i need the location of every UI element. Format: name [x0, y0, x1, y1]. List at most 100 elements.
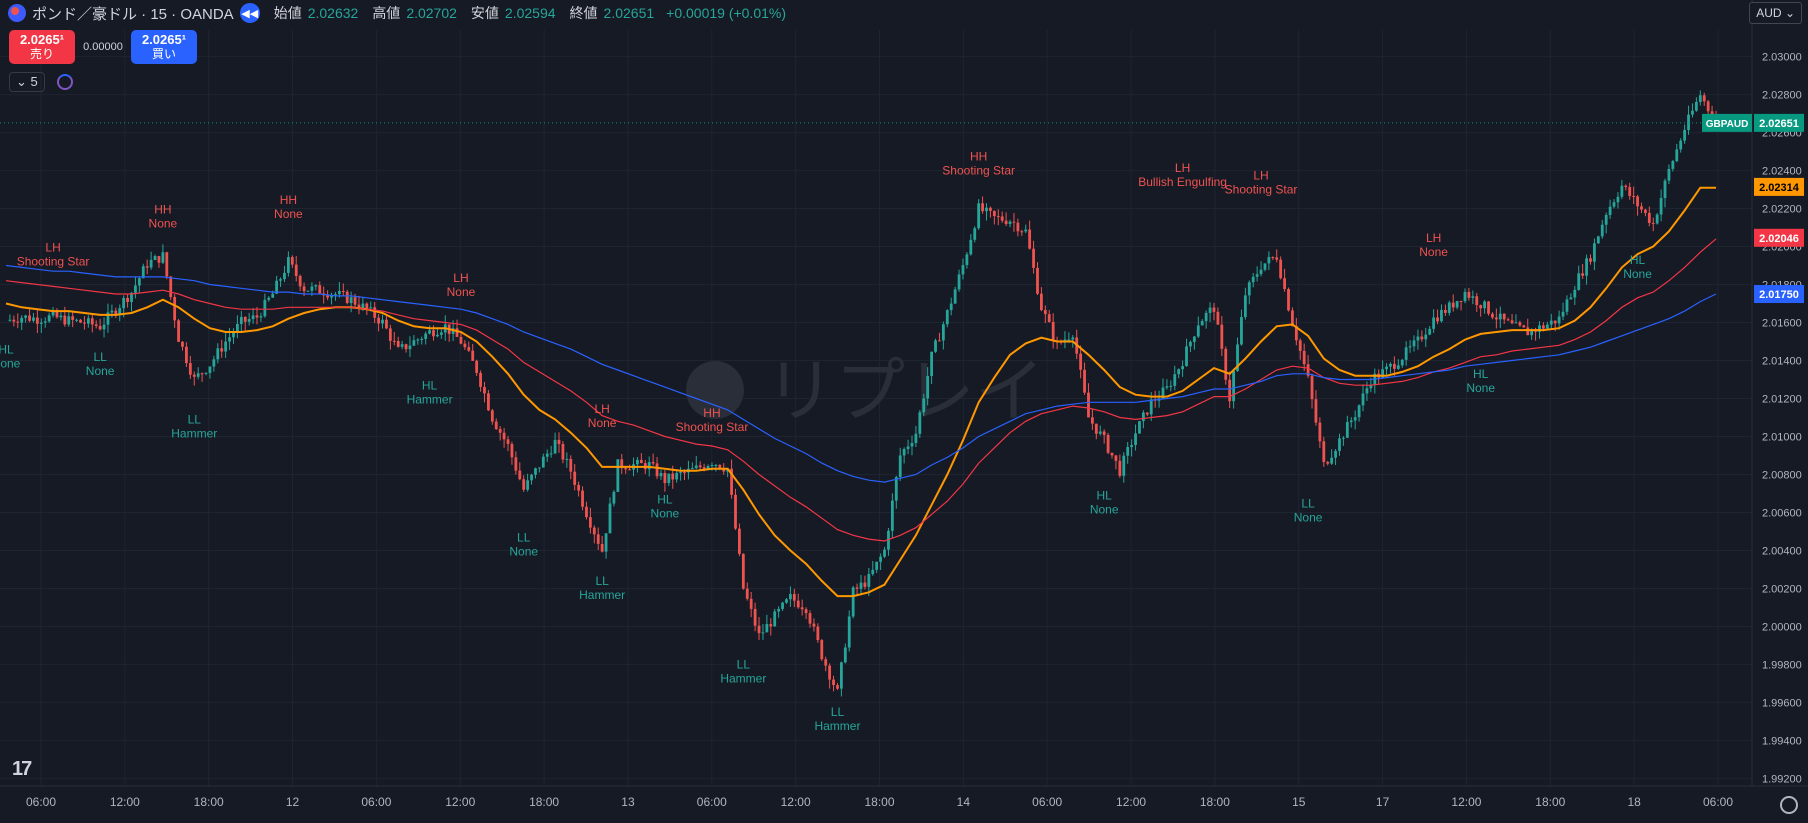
candle-body: [522, 479, 526, 490]
candle-body: [796, 600, 800, 608]
candle-body: [781, 602, 784, 609]
candle-body: [836, 685, 839, 689]
candle-body: [941, 324, 945, 341]
candle-body: [585, 506, 588, 518]
time-tick-label: 12: [286, 795, 300, 809]
candle-body: [490, 410, 494, 422]
candle-body: [659, 472, 663, 477]
candle-body: [843, 647, 847, 663]
pivot-pattern: None: [509, 544, 538, 558]
candle-body: [330, 294, 333, 298]
candle-body: [537, 467, 541, 469]
candle-body: [573, 471, 577, 485]
time-tick-label: 06:00: [361, 795, 391, 809]
candle-body: [710, 464, 714, 467]
candle-body: [177, 320, 180, 342]
candle-body: [808, 613, 812, 624]
pivot-pattern: Shooting Star: [1225, 182, 1298, 196]
price-tick-label: 1.99800: [1762, 659, 1802, 671]
candle-body: [71, 316, 75, 320]
indicator-toggle[interactable]: ⌄ 5: [9, 72, 45, 92]
pivot-type: HL: [1096, 489, 1112, 503]
candle-body: [1240, 317, 1243, 345]
chevron-down-icon: ⌄: [16, 74, 27, 89]
candle-body: [102, 324, 106, 330]
price-tick-label: 2.01400: [1762, 356, 1802, 368]
candle-body: [679, 472, 682, 474]
low-label: 安値: [470, 5, 499, 21]
candle-body: [471, 350, 475, 361]
time-tick-label: 06:00: [26, 795, 56, 809]
candle-body: [1675, 149, 1679, 162]
candle-body: [773, 611, 777, 627]
pivot-type: LH: [453, 271, 468, 285]
buy-button[interactable]: 2.0265¹ 買い: [131, 30, 197, 64]
candle-body: [326, 295, 330, 298]
candle-body: [1334, 450, 1337, 458]
candle-body: [126, 297, 129, 303]
candle-body: [1357, 405, 1361, 418]
pivot-pattern: Shooting Star: [942, 163, 1015, 177]
replay-rewind-icon[interactable]: ◀◀: [239, 3, 260, 23]
candle-body: [698, 465, 702, 468]
symbol-title[interactable]: ポンド／豪ドル · 15 · OANDA: [32, 5, 234, 23]
candle-body: [353, 297, 357, 305]
candle-body: [47, 315, 51, 322]
chevron-down-icon: ⌄: [1784, 6, 1795, 20]
price-tick-label: 2.01200: [1762, 394, 1802, 406]
candle-body: [412, 340, 416, 346]
candle-body: [588, 517, 592, 528]
time-tick-label: 18: [1627, 795, 1641, 809]
candle-body: [890, 500, 894, 531]
candle-body: [541, 456, 545, 468]
candle-body: [306, 290, 310, 292]
candle-body: [1149, 399, 1153, 415]
time-tick-label: 17: [1376, 795, 1390, 809]
pivot-type: HH: [703, 406, 720, 420]
pivot-type: HH: [154, 203, 171, 217]
sell-button[interactable]: 2.0265¹ 売り: [9, 30, 75, 64]
candle-body: [1236, 344, 1239, 371]
time-tick-label: 18:00: [529, 795, 559, 809]
candle-body: [514, 457, 518, 471]
candle-body: [1314, 399, 1318, 423]
candle-body: [1443, 309, 1447, 313]
candle-body: [83, 322, 86, 324]
tradingview-logo-icon[interactable]: 17: [12, 758, 32, 780]
candle-body: [1396, 365, 1400, 369]
price-axis-bg: [1752, 0, 1808, 818]
candle-body: [945, 310, 949, 325]
candle-body: [439, 332, 443, 335]
candle-body: [859, 582, 863, 589]
pivot-type: HL: [1473, 367, 1489, 381]
candle-body: [1310, 375, 1314, 400]
candle-body: [1032, 248, 1035, 268]
settings-icon[interactable]: [1780, 796, 1798, 814]
candle-body: [1185, 346, 1188, 367]
price-tick-label: 1.99600: [1762, 697, 1802, 709]
candle-body: [534, 468, 537, 475]
candle-body: [898, 455, 902, 478]
candle-body: [1212, 307, 1216, 312]
currency-label: AUD: [1756, 6, 1782, 20]
candle-body: [553, 439, 557, 454]
candle-body: [957, 274, 961, 290]
currency-select[interactable]: AUD ⌄: [1749, 2, 1802, 24]
candle-body: [675, 472, 679, 480]
candle-body: [1000, 216, 1004, 221]
candle-body: [12, 319, 16, 322]
candle-body: [161, 252, 165, 263]
candle-body: [902, 449, 906, 456]
candle-body: [43, 321, 47, 323]
candle-body: [1498, 313, 1502, 320]
candle-body: [832, 679, 835, 686]
candle-body: [1051, 322, 1055, 341]
candle-body: [883, 549, 886, 557]
price-tick-label: 1.99400: [1762, 735, 1802, 747]
candle-body: [1173, 374, 1177, 386]
candle-body: [55, 311, 59, 318]
